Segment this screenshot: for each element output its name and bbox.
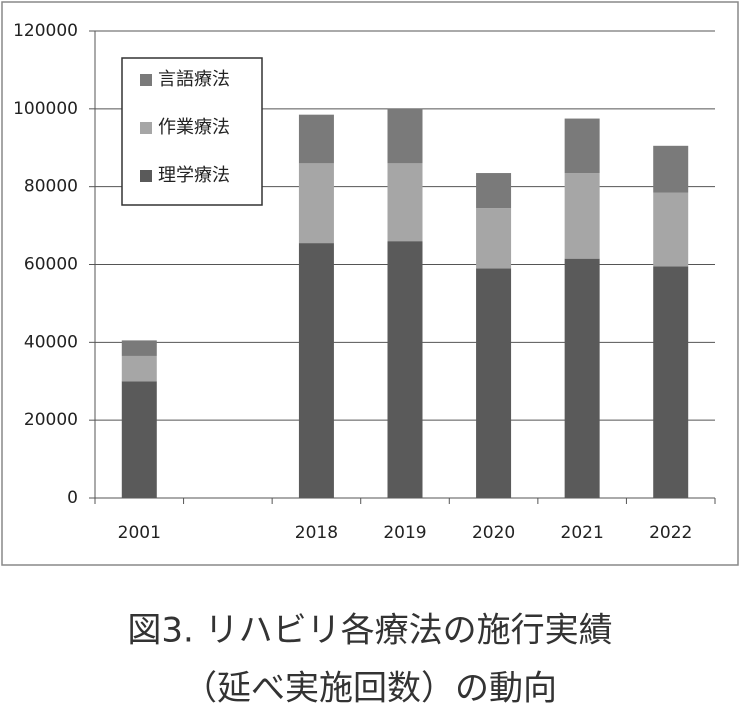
x-tick-label: 2001 (118, 523, 161, 543)
bar-segment (476, 173, 512, 209)
bar-segment (387, 163, 423, 242)
bar-segment (298, 114, 334, 164)
y-tick-label: 0 (67, 488, 78, 508)
legend-swatch (140, 74, 152, 86)
chart-frame (1, 1, 739, 566)
bar-segment (653, 192, 689, 267)
bar-segment (121, 340, 157, 356)
bar-segment (653, 145, 689, 193)
bar-segment (564, 173, 600, 259)
bar-segment (121, 381, 157, 498)
legend-label: 言語療法 (158, 69, 230, 90)
y-tick-label: 100000 (13, 99, 78, 119)
bar-segment (564, 258, 600, 498)
y-tick-label: 80000 (24, 177, 78, 197)
y-tick-label: 40000 (24, 332, 78, 352)
bar-segment (298, 243, 334, 498)
bar-segment (298, 163, 334, 244)
x-tick-label: 2021 (561, 523, 604, 543)
y-tick-label: 20000 (24, 410, 78, 430)
legend-label: 理学療法 (158, 165, 230, 186)
legend-swatch (140, 122, 152, 134)
bar-segment (476, 208, 512, 269)
legend-swatch (140, 170, 152, 182)
x-tick-label: 2018 (295, 523, 338, 543)
x-tick-label: 2020 (472, 523, 515, 543)
chart-title: 図3. リハビリ各療法の施行実績 (127, 611, 612, 651)
y-tick-label: 120000 (13, 21, 78, 41)
bar-segment (564, 118, 600, 174)
bar-segment (653, 266, 689, 498)
bar-segment (387, 241, 423, 498)
y-tick-label: 60000 (24, 255, 78, 275)
x-tick-label: 2022 (649, 523, 692, 543)
legend-label: 作業療法 (158, 117, 230, 138)
bar-segment (476, 268, 512, 498)
chart-subtitle: （延べ実施回数）の動向 (183, 669, 557, 709)
bar-segment (121, 355, 157, 382)
bar-segment (387, 108, 423, 164)
x-tick-label: 2019 (383, 523, 426, 543)
